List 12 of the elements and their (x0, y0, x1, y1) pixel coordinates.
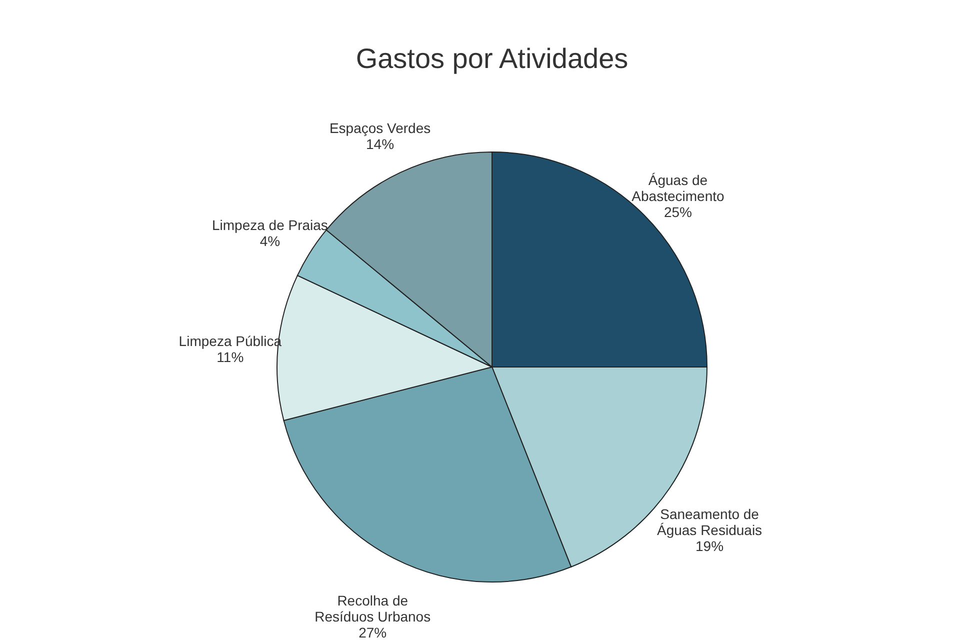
data-label: 25% (664, 204, 692, 220)
data-label: 19% (696, 538, 724, 554)
data-label: 27% (358, 624, 387, 640)
chart-title: Gastos por Atividades (356, 43, 628, 74)
slice-label: Limpeza de Praias (212, 217, 328, 234)
slice-label: Espaços Verdes (329, 120, 431, 136)
data-label: 11% (216, 349, 244, 366)
data-label: 14% (366, 136, 394, 152)
data-label: 4% (260, 233, 280, 250)
slice-label: Recolha de Resíduos Urbanos (314, 592, 431, 624)
slice-label: Saneamento de Águas Residuais (656, 506, 762, 538)
slice-label: Águas de Abastecimento (632, 172, 724, 204)
